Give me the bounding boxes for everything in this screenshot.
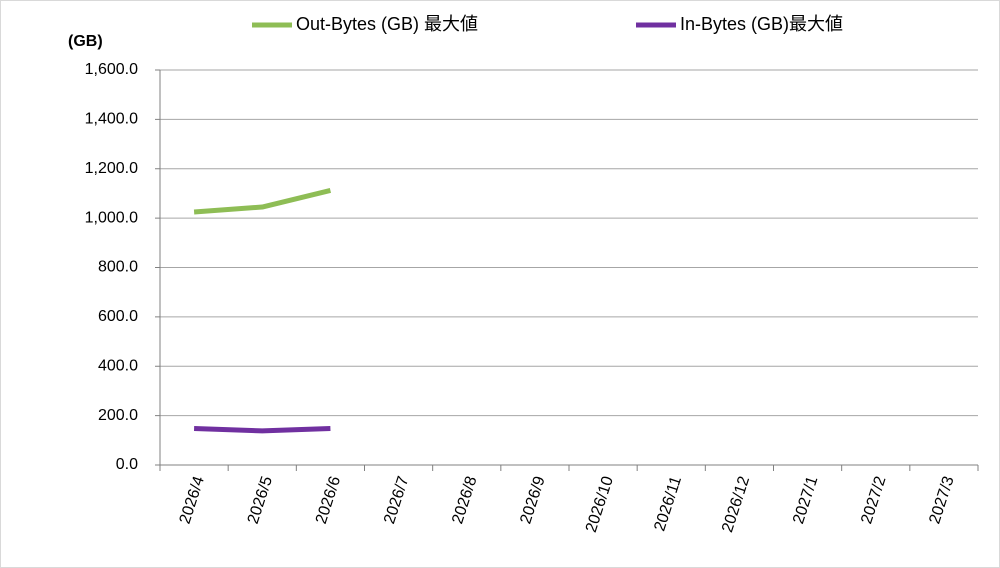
legend-label: In-Bytes (GB)最大値 (680, 14, 843, 34)
series-line (193, 188, 332, 215)
y-tick-label: 400.0 (98, 357, 138, 374)
y-axis-label: (GB) (68, 33, 103, 50)
legend-label: Out-Bytes (GB) 最大値 (296, 14, 478, 34)
y-tick-label: 800.0 (98, 259, 138, 276)
y-tick-label: 1,600.0 (85, 61, 138, 78)
y-tick-label: 1,000.0 (85, 209, 138, 226)
y-tick-label: 0.0 (116, 456, 138, 473)
y-tick-label: 200.0 (98, 407, 138, 424)
series-line (193, 425, 331, 434)
y-tick-label: 1,200.0 (85, 160, 138, 177)
y-tick-label: 600.0 (98, 308, 138, 325)
y-tick-label: 1,400.0 (85, 111, 138, 128)
